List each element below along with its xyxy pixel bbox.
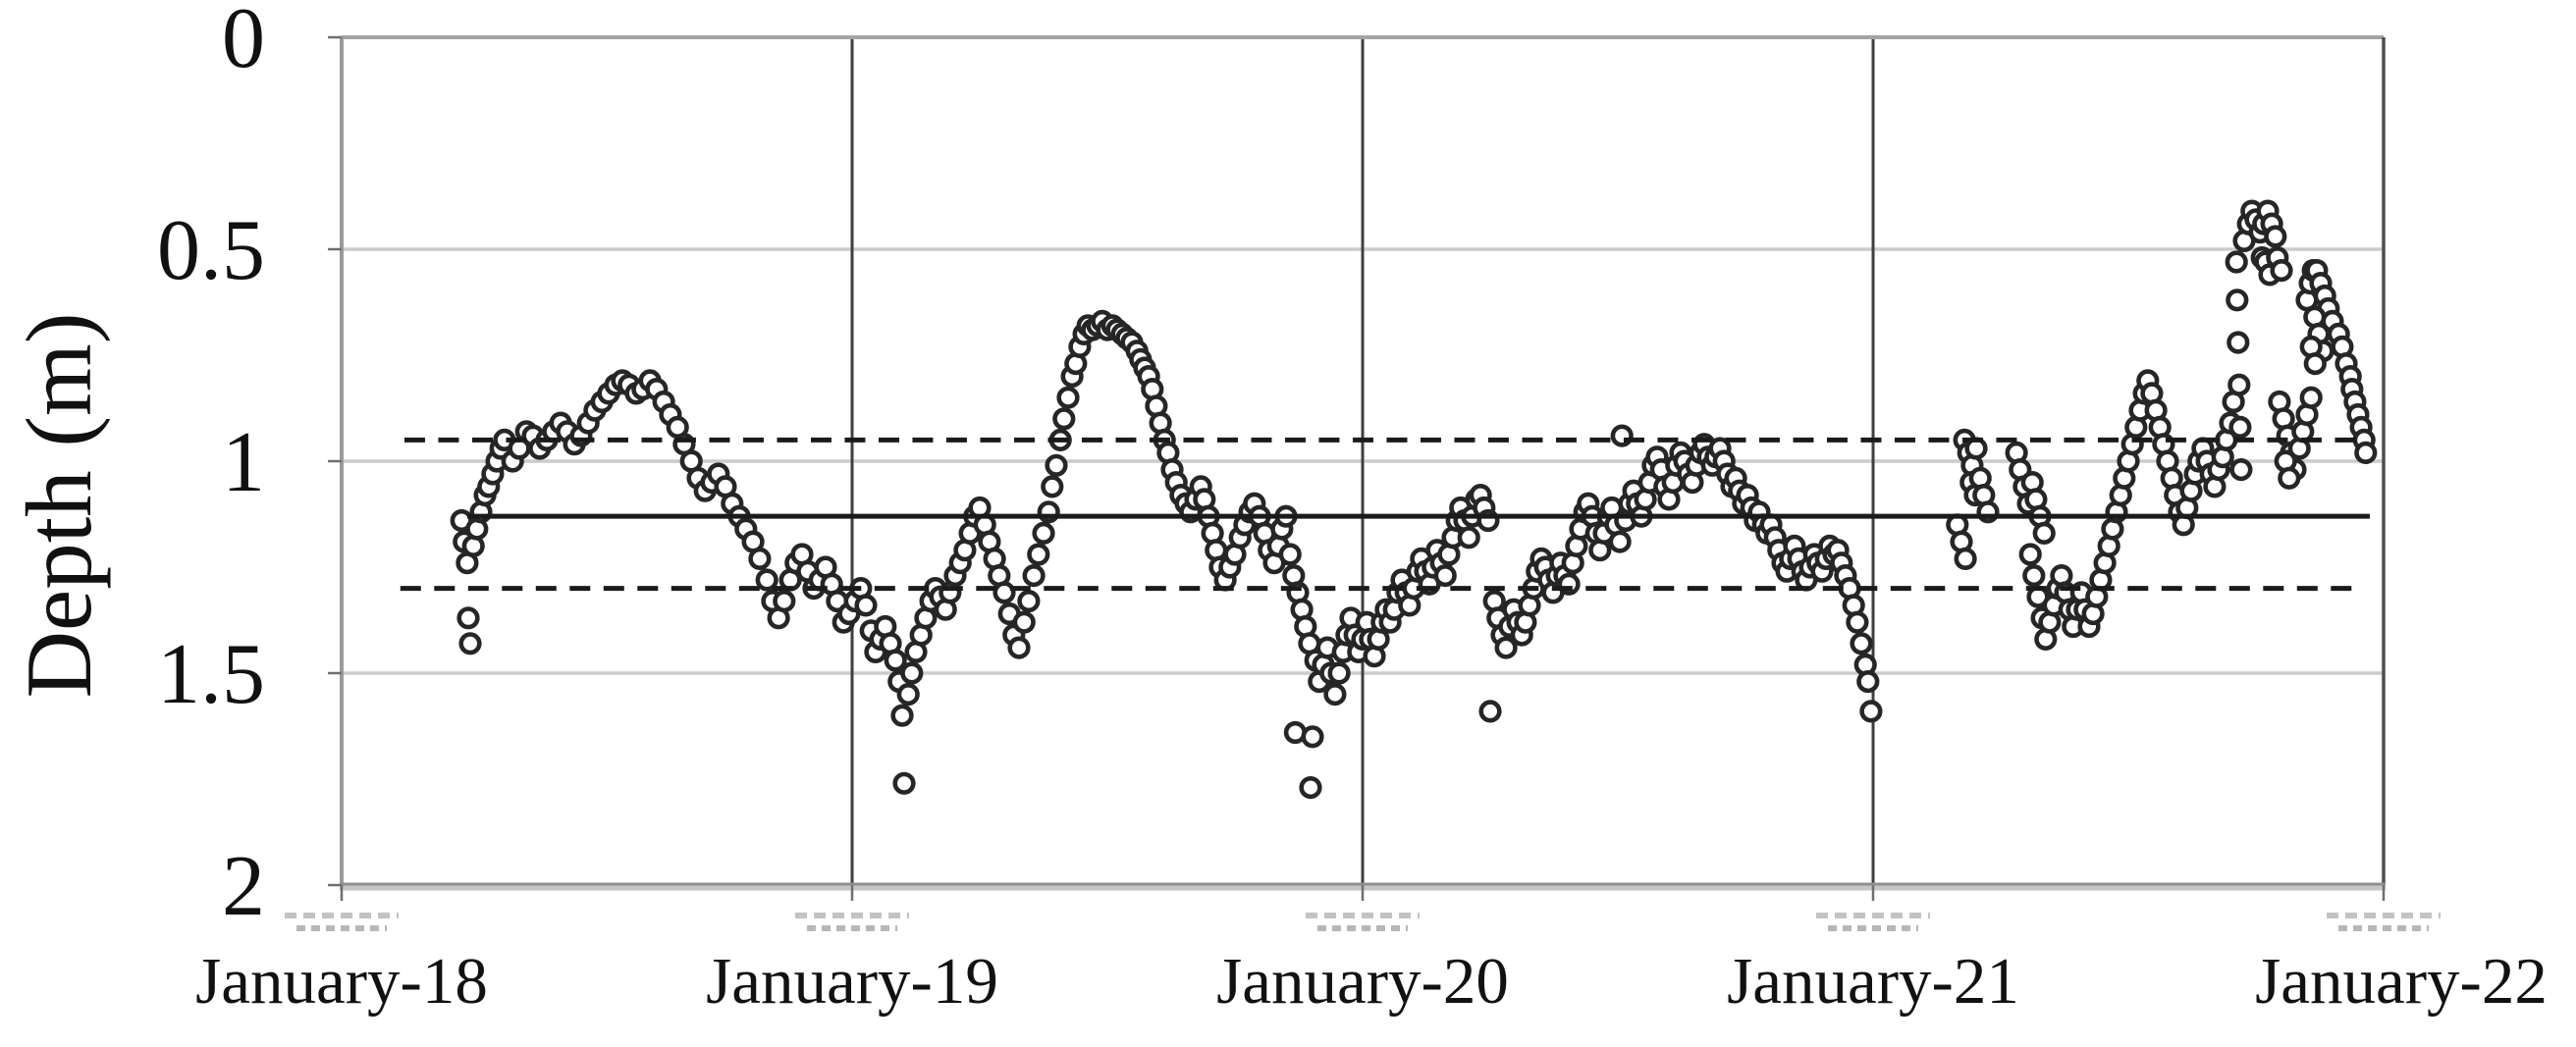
data-point [1954, 547, 1977, 571]
data-point [896, 682, 920, 707]
data-point [993, 581, 1016, 604]
data-point [2018, 543, 2042, 566]
y-tick-label: 1.5 [157, 627, 265, 722]
data-point [2022, 563, 2046, 588]
x-axis-labels: January-18 January-19 January-20 January-21… [195, 945, 2548, 1018]
data-point [2303, 352, 2327, 376]
data-point [892, 771, 916, 795]
data-point [2264, 225, 2287, 248]
data-point [2227, 373, 2251, 396]
data-point [2228, 415, 2252, 440]
data-point [1027, 543, 1050, 566]
data-point [1045, 453, 1068, 477]
data-point [1846, 610, 1869, 634]
data-point [2270, 259, 2293, 283]
data-point [1278, 543, 1302, 566]
data-point [1056, 386, 1080, 409]
data-point [854, 594, 878, 617]
data-point [2354, 441, 2378, 465]
x-tick-label: January-18 [195, 945, 488, 1018]
x-tick-label: January-19 [706, 945, 998, 1018]
x-tick-label: January-22 [2255, 945, 2548, 1018]
y-axis-labels: 0 0.5 1 1.5 2 [157, 0, 265, 934]
y-tick-label: 2 [222, 839, 265, 934]
data-point [1478, 700, 1502, 723]
data-point [1022, 563, 1046, 588]
data-points [450, 199, 2378, 800]
data-point [456, 606, 480, 630]
data-point [1457, 526, 1480, 550]
data-point [1012, 610, 1036, 634]
data-point [1007, 636, 1031, 659]
data-point [1299, 775, 1322, 800]
data-point [2227, 331, 2250, 354]
data-point [755, 568, 778, 592]
data-point [1041, 475, 1064, 498]
data-point [1494, 636, 1518, 659]
data-point [1052, 407, 1076, 431]
y-axis-title: Depth (m) [7, 312, 111, 698]
data-point [2229, 458, 2253, 482]
data-point [884, 649, 907, 672]
data-point [1856, 669, 1880, 694]
data-point [1850, 632, 1873, 655]
gridlines [342, 37, 2384, 885]
data-point [748, 547, 772, 571]
data-point [773, 589, 796, 613]
data-point [2032, 521, 2056, 546]
data-point [458, 632, 482, 655]
data-point [1433, 563, 1457, 588]
data-point [900, 661, 924, 685]
data-point [890, 704, 914, 727]
data-point [1301, 725, 1324, 749]
data-point [2299, 386, 2323, 409]
data-point [1327, 661, 1351, 685]
data-point [1859, 700, 1883, 723]
data-point [1608, 530, 1632, 553]
data-point [1017, 589, 1041, 613]
y-tick-label: 0 [222, 0, 265, 86]
minor-label-marks [285, 913, 2441, 931]
x-tick-label: January-20 [1216, 945, 1509, 1018]
axis-ticks [328, 35, 2386, 901]
data-point [2225, 250, 2248, 274]
y-tick-label: 0.5 [157, 203, 265, 298]
data-point [2278, 466, 2301, 490]
y-tick-label: 1 [222, 415, 265, 510]
data-point [2226, 288, 2249, 312]
data-point [1032, 521, 1055, 546]
x-tick-label: January-21 [1727, 945, 2019, 1018]
reference-lines [400, 437, 2370, 592]
data-point [1323, 682, 1347, 707]
